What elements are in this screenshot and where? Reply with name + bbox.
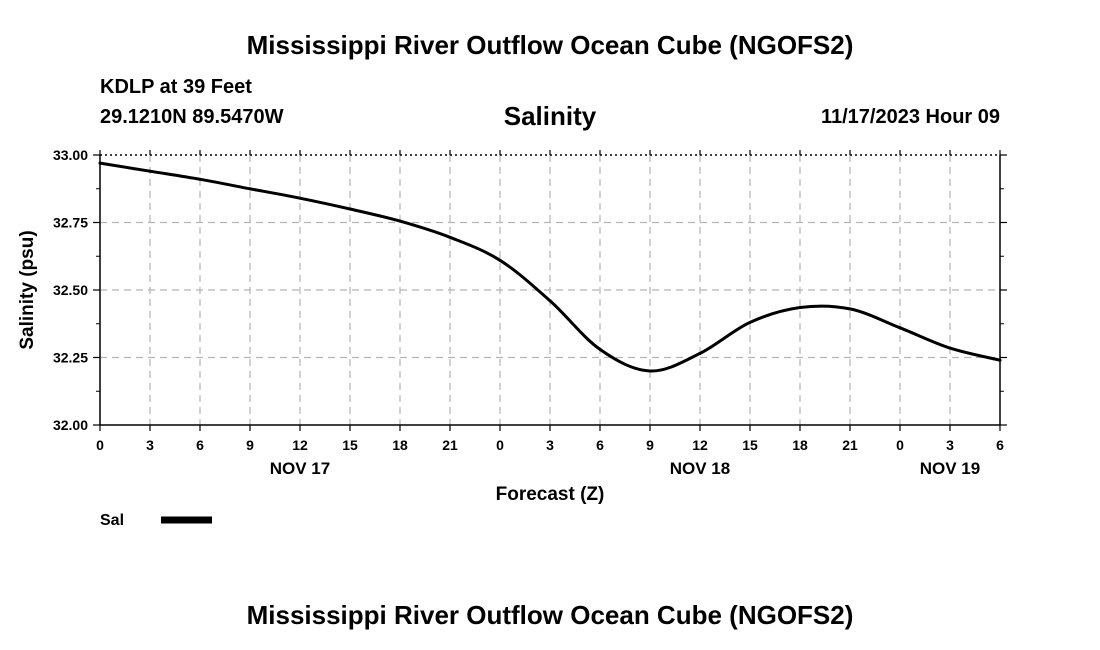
x-tick-label: 3	[546, 437, 554, 453]
y-tick-label: 32.75	[53, 215, 88, 231]
day-label: NOV 19	[920, 459, 980, 478]
data-point	[348, 207, 352, 211]
y-axis-label: Salinity (psu)	[17, 230, 38, 349]
x-tick-label: 6	[196, 437, 204, 453]
x-tick-label: 12	[292, 437, 308, 453]
data-point	[648, 369, 652, 373]
data-point	[448, 235, 452, 239]
data-point	[148, 169, 152, 173]
data-point	[948, 346, 952, 350]
data-point	[598, 347, 602, 351]
x-tick-label: 18	[792, 437, 808, 453]
data-point	[798, 306, 802, 310]
x-tick-label: 6	[596, 437, 604, 453]
data-point	[898, 326, 902, 330]
x-tick-label: 9	[246, 437, 254, 453]
data-point	[748, 320, 752, 324]
x-tick-label: 21	[842, 437, 858, 453]
data-point	[248, 187, 252, 191]
data-point	[398, 219, 402, 223]
y-tick-label: 32.50	[53, 282, 88, 298]
data-point	[548, 299, 552, 303]
x-tick-label: 0	[496, 437, 504, 453]
x-tick-label: 3	[946, 437, 954, 453]
forecast-datetime: 11/17/2023 Hour 09	[820, 106, 1000, 128]
data-point	[998, 358, 1002, 362]
footer-title: Mississippi River Outflow Ocean Cube (NG…	[246, 600, 854, 630]
data-point	[498, 258, 502, 262]
day-label: NOV 17	[270, 459, 330, 478]
y-tick-label: 33.00	[53, 147, 88, 163]
chart-title: Salinity	[503, 101, 597, 131]
x-tick-label: 6	[996, 437, 1004, 453]
x-tick-label: 21	[442, 437, 458, 453]
legend-label: Sal	[100, 512, 124, 529]
x-tick-label: 15	[342, 437, 358, 453]
x-tick-label: 3	[146, 437, 154, 453]
x-tick-label: 12	[692, 437, 708, 453]
x-tick-label: 9	[646, 437, 654, 453]
data-point	[98, 161, 102, 165]
data-point	[848, 307, 852, 311]
x-axis-label: Forecast (Z)	[496, 484, 605, 505]
main-title: Mississippi River Outflow Ocean Cube (NG…	[246, 30, 854, 60]
coordinates-label: 29.1210N 89.5470W	[100, 106, 284, 128]
day-label: NOV 18	[670, 459, 730, 478]
data-point	[298, 196, 302, 200]
x-tick-label: 18	[392, 437, 408, 453]
data-point	[698, 351, 702, 355]
station-label: KDLP at 39 Feet	[100, 76, 252, 98]
y-tick-label: 32.00	[53, 417, 88, 433]
x-tick-label: 15	[742, 437, 758, 453]
x-tick-label: 0	[896, 437, 904, 453]
y-tick-label: 32.25	[53, 350, 88, 366]
x-tick-label: 0	[96, 437, 104, 453]
data-point	[198, 177, 202, 181]
